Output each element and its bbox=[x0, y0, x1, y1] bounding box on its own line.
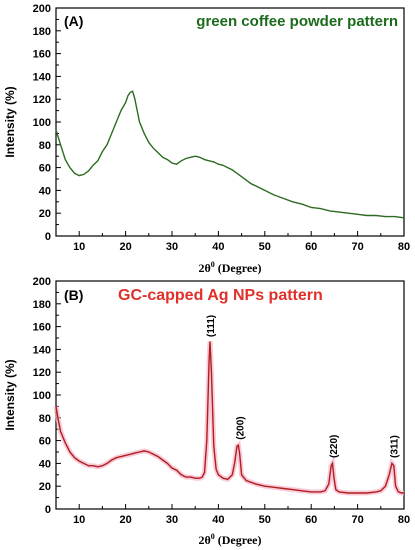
x-tick-label: 30 bbox=[166, 241, 178, 253]
x-tick-label: 40 bbox=[212, 241, 224, 253]
x-axis-label-main: 2θ bbox=[198, 261, 210, 275]
peak-annotations: (111) (200) (220) (311) bbox=[206, 315, 400, 458]
x-axis-label: 2θ0 (Degree) bbox=[198, 532, 261, 547]
x-tick-label: 10 bbox=[73, 241, 85, 253]
y-tick-label: 0 bbox=[45, 231, 51, 243]
x-tick-label: 30 bbox=[166, 514, 178, 526]
x-tick-label: 60 bbox=[305, 241, 317, 253]
x-tick-label: 60 bbox=[305, 514, 317, 526]
peak-label: (111) bbox=[206, 315, 217, 337]
x-tick-label: 50 bbox=[259, 514, 271, 526]
y-tick-label: 60 bbox=[39, 163, 51, 175]
y-tick-label: 40 bbox=[39, 458, 51, 470]
peak-label: (200) bbox=[235, 416, 246, 439]
y-tick-label: 120 bbox=[33, 94, 51, 106]
y-tick-label: 100 bbox=[33, 117, 51, 129]
y-tick-label: 140 bbox=[33, 344, 51, 356]
chart-title: GC-capped Ag NPs pattern bbox=[118, 287, 323, 304]
peak-label: (220) bbox=[329, 435, 340, 458]
plot-frame bbox=[55, 7, 405, 237]
y-tick-label: 80 bbox=[39, 140, 51, 152]
peak-label: (311) bbox=[389, 435, 400, 458]
x-axis-label-sup: 0 bbox=[211, 532, 215, 541]
y-tick-label: 20 bbox=[39, 481, 51, 493]
panel-a: (A) green coffee powder pattern Intensit… bbox=[3, 3, 410, 275]
x-tick-label: 20 bbox=[119, 514, 131, 526]
x-axis-label: 2θ0 (Degree) bbox=[198, 260, 261, 275]
x-tick-label: 70 bbox=[351, 241, 363, 253]
y-tick-label: 120 bbox=[33, 367, 51, 379]
series-line-halo bbox=[53, 341, 404, 496]
y-axis-label: Intensity (%) bbox=[3, 359, 17, 430]
panel-label: (A) bbox=[64, 13, 83, 29]
y-tick-label: 80 bbox=[39, 413, 51, 425]
y-tick-label: 40 bbox=[39, 185, 51, 197]
y-tick-label: 0 bbox=[45, 504, 51, 516]
y-tick-label: 200 bbox=[33, 276, 51, 288]
x-axis-label-unit: (Degree) bbox=[215, 533, 262, 547]
x-tick-label: 40 bbox=[212, 514, 224, 526]
x-axis-label-unit: (Degree) bbox=[215, 261, 262, 275]
x-tick-label: 80 bbox=[398, 514, 410, 526]
x-axis-label-main: 2θ bbox=[198, 533, 210, 547]
axis-ticks: 0 20 40 60 80 100 120 140 160 180 200 10 20 30 40 50 60 7… bbox=[33, 276, 410, 526]
chart-title: green coffee powder pattern bbox=[196, 13, 398, 30]
y-tick-label: 180 bbox=[33, 26, 51, 38]
x-axis-label-sup: 0 bbox=[211, 260, 215, 269]
x-tick-label: 20 bbox=[119, 241, 131, 253]
y-tick-label: 20 bbox=[39, 208, 51, 220]
axis-ticks: 0 20 40 60 80 100 120 140 160 180 200 10 20 30 40 50 60 7… bbox=[33, 3, 410, 253]
y-tick-label: 160 bbox=[33, 322, 51, 334]
x-tick-label: 70 bbox=[351, 514, 363, 526]
series-line bbox=[55, 341, 404, 494]
x-tick-label: 50 bbox=[259, 241, 271, 253]
y-tick-label: 160 bbox=[33, 49, 51, 61]
y-tick-label: 200 bbox=[33, 3, 51, 15]
panel-label: (B) bbox=[64, 287, 83, 303]
y-tick-label: 100 bbox=[33, 390, 51, 402]
panel-b: (B) GC-capped Ag NPs pattern Intensity (… bbox=[3, 276, 410, 547]
y-axis-label: Intensity (%) bbox=[3, 86, 17, 157]
x-tick-label: 10 bbox=[73, 514, 85, 526]
y-tick-label: 180 bbox=[33, 299, 51, 311]
y-tick-label: 60 bbox=[39, 436, 51, 448]
x-tick-label: 80 bbox=[398, 241, 410, 253]
y-tick-label: 140 bbox=[33, 71, 51, 83]
series-line bbox=[55, 90, 405, 219]
